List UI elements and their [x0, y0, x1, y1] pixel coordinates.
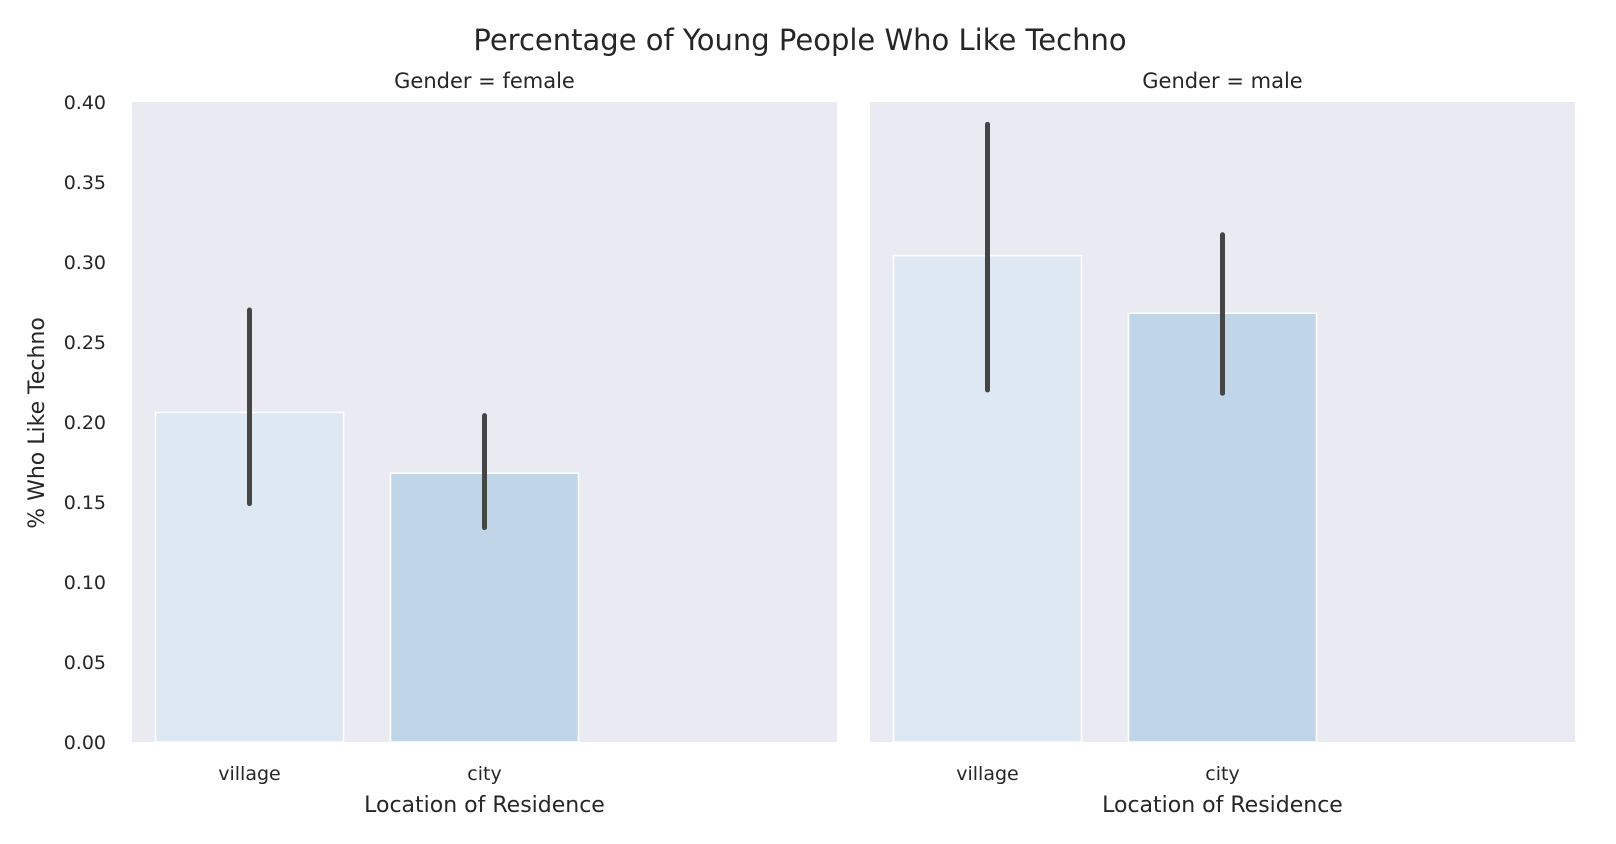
y-tick-label: 0.10	[64, 572, 106, 594]
x-tick-label: village	[956, 763, 1018, 785]
chart-title: Percentage of Young People Who Like Tech…	[473, 23, 1126, 57]
facet-panel-female: Gender = female village city Location of Re…	[132, 69, 837, 818]
y-tick-label: 0.35	[64, 172, 106, 194]
x-tick-label: city	[1205, 763, 1239, 785]
x-axis-label: Location of Residence	[1102, 793, 1343, 818]
y-tick-label: 0.05	[64, 652, 106, 674]
x-tick-label: village	[218, 763, 280, 785]
x-tick-label: city	[467, 763, 501, 785]
y-tick-label: 0.20	[64, 412, 106, 434]
y-axis-label: % Who Like Techno	[25, 317, 50, 529]
facets-group: 0.00 0.05 0.10 0.15 0.20 0.25 0.30 0.35 0.40 Gend…	[64, 69, 1575, 818]
facet-panel-male: Gender = male village city Location of Resi…	[870, 69, 1575, 818]
y-tick-label: 0.30	[64, 252, 106, 274]
facet-title: Gender = male	[1142, 69, 1302, 93]
y-tick-label: 0.00	[64, 732, 106, 754]
y-tick-label: 0.25	[64, 332, 106, 354]
y-tick-label: 0.40	[64, 92, 106, 114]
x-axis-label: Location of Residence	[364, 793, 605, 818]
y-tick-label: 0.15	[64, 492, 106, 514]
facet-title: Gender = female	[394, 69, 575, 93]
